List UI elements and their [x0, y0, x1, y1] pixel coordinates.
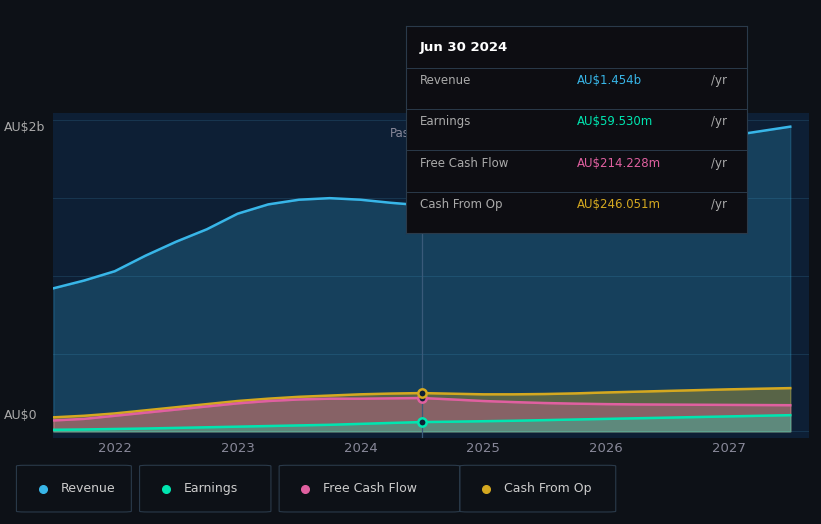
Text: /yr: /yr [711, 74, 727, 87]
Text: /yr: /yr [711, 157, 727, 170]
Text: Earnings: Earnings [420, 115, 471, 128]
Text: /yr: /yr [711, 198, 727, 211]
Text: AU$246.051m: AU$246.051m [576, 198, 661, 211]
Text: Cash From Op: Cash From Op [420, 198, 502, 211]
Text: Revenue: Revenue [420, 74, 471, 87]
Text: Earnings: Earnings [184, 482, 238, 495]
Text: Cash From Op: Cash From Op [504, 482, 592, 495]
Text: Jun 30 2024: Jun 30 2024 [420, 41, 508, 53]
Text: Past: Past [390, 127, 415, 140]
Text: Revenue: Revenue [61, 482, 116, 495]
Text: AU$0: AU$0 [4, 409, 38, 422]
Text: Free Cash Flow: Free Cash Flow [323, 482, 417, 495]
Text: AU$214.228m: AU$214.228m [576, 157, 661, 170]
Text: AU$2b: AU$2b [4, 121, 45, 134]
Text: Free Cash Flow: Free Cash Flow [420, 157, 508, 170]
Text: /yr: /yr [711, 115, 727, 128]
Text: AU$59.530m: AU$59.530m [576, 115, 653, 128]
Text: AU$1.454b: AU$1.454b [576, 74, 642, 87]
Text: Analysts Forecasts: Analysts Forecasts [429, 127, 539, 140]
